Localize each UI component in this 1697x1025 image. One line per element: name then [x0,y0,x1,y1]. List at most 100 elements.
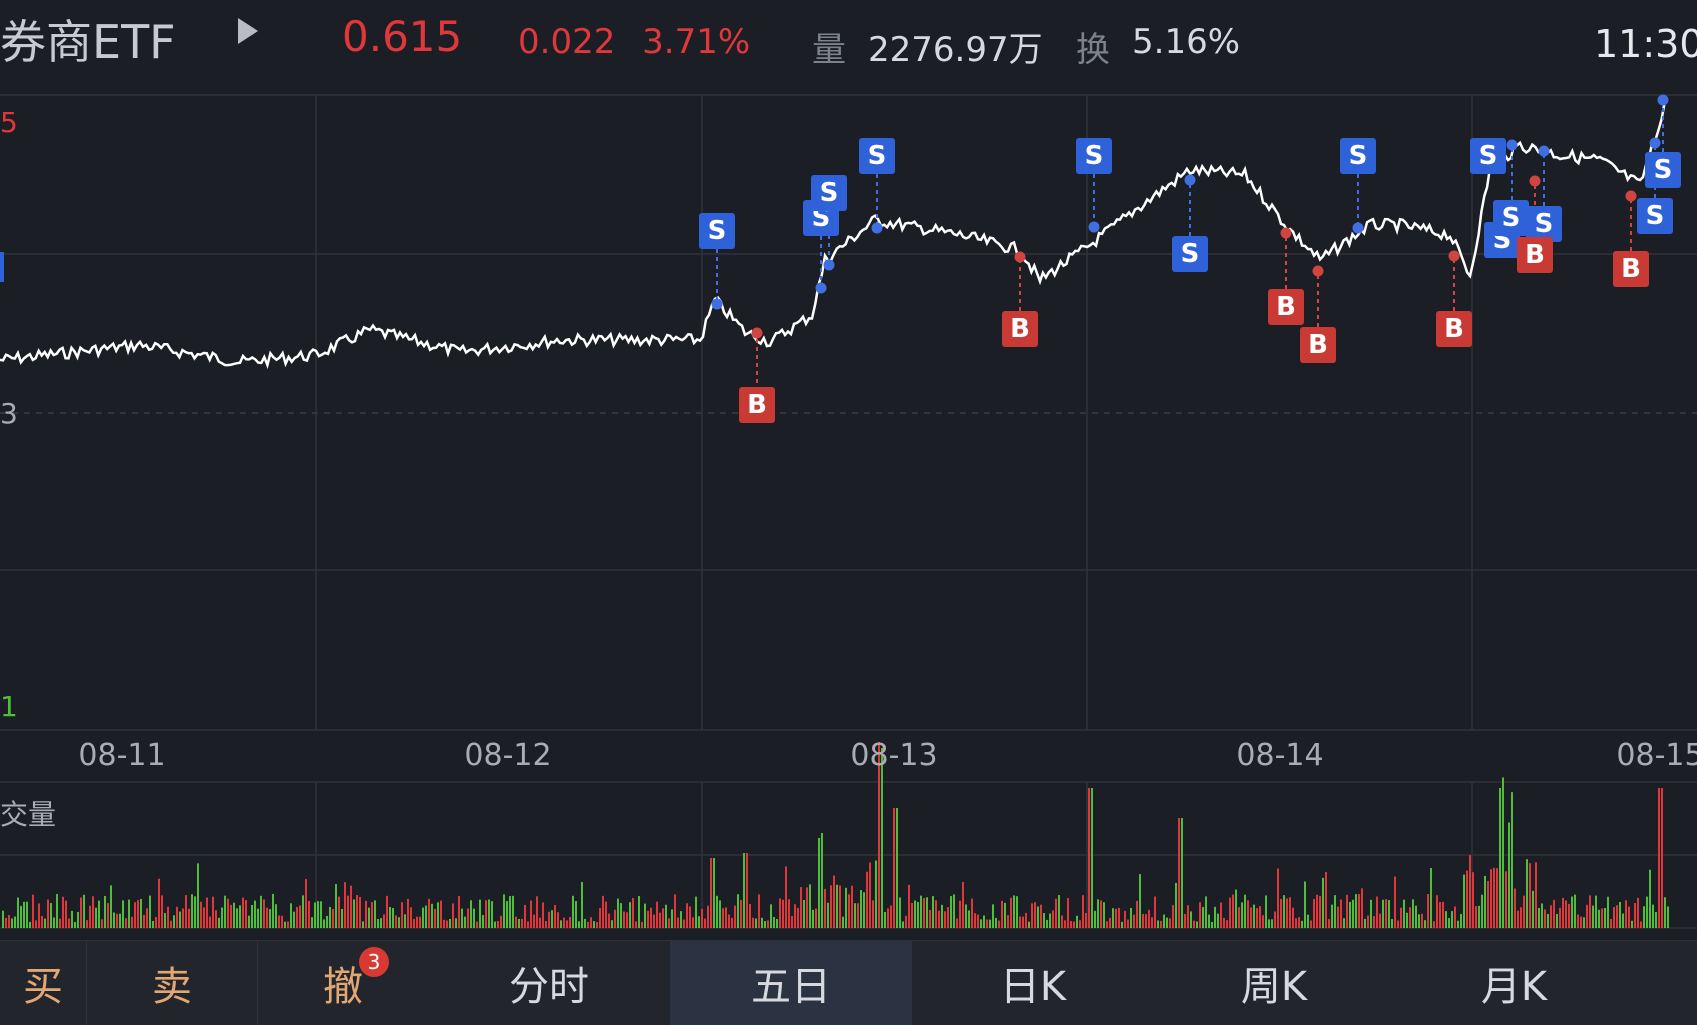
turnover-value: 5.16% [1132,22,1241,62]
volume-bar [113,912,115,928]
volume-bar [206,897,208,928]
sell-marker[interactable]: S [1526,206,1562,242]
volume-bar [1100,900,1102,928]
tab-monthly-k[interactable]: 月K [1480,964,1548,1010]
cancel-order-button[interactable]: 撤 [323,964,363,1010]
sell-marker[interactable]: S [859,138,895,174]
sell-marker[interactable]: S [1637,198,1673,234]
buy-marker[interactable]: B [1300,327,1336,363]
sell-marker[interactable]: S [1172,236,1208,272]
volume-bar [827,902,829,928]
sell-marker[interactable]: S [1470,138,1506,174]
volume-bar [1454,906,1456,928]
sell-button[interactable]: 卖 [152,964,192,1010]
volume-bar [605,901,607,928]
volume-bar [806,887,808,928]
volume-bar [269,909,271,928]
sell-marker[interactable]: S [1076,138,1112,174]
play-icon[interactable] [238,18,258,44]
volume-bar [44,918,46,928]
tab-intraday[interactable]: 分时 [509,964,589,1010]
volume-bar [977,914,979,928]
sell-marker[interactable]: S [699,213,735,249]
volume-bar [1475,906,1477,928]
sell-marker[interactable]: S [811,175,847,211]
volume-bar [854,903,856,928]
buy-marker[interactable]: B [1002,311,1038,347]
buy-marker[interactable]: B [1517,237,1553,273]
volume-bar [443,919,445,928]
tab-daily-k[interactable]: 日K [999,964,1067,1010]
volume-bar [281,915,283,928]
volume-bar [335,884,337,928]
volume-bar [437,902,439,928]
volume-bar [770,904,772,928]
volume-bar [554,905,556,928]
volume-bar [344,882,346,928]
volume-bar [533,914,535,928]
change-abs: 0.022 [518,22,616,62]
volume-bar [797,907,799,928]
volume-bar [1094,910,1096,928]
volume-bar [1295,918,1297,928]
date-label: 08-15 [1616,738,1697,773]
volume-bar [197,863,199,928]
volume-bar [1424,920,1426,928]
volume-bar [1601,908,1603,928]
tab-five-day[interactable]: 五日 [670,941,912,1025]
volume-bar [1160,920,1162,928]
volume-bar [182,908,184,928]
volume-bar [740,900,742,928]
volume-bar [491,901,493,928]
volume-bar [413,918,415,928]
volume-bar [1547,913,1549,928]
volume-bar [947,907,949,928]
volume-bar [398,917,400,928]
volume-bar [1388,900,1390,928]
volume-bar [473,908,475,928]
volume-bar [215,910,217,928]
volume-bar [290,903,292,928]
volume-bar [227,898,229,928]
volume-bar [365,900,367,928]
volume-bar [338,896,340,928]
volume-bar [1253,904,1255,928]
volume-bar [1130,907,1132,928]
volume-bar [1055,898,1057,928]
tab-weekly-k[interactable]: 周K [1240,964,1308,1010]
buy-marker[interactable]: B [1268,289,1304,325]
volume-bar [224,895,226,928]
sell-marker[interactable]: S [1340,138,1376,174]
price-change: 0.022 3.71% [518,22,750,62]
clock-time: 11:30 [1594,22,1697,66]
volume-bar [1355,894,1357,928]
volume-bar [722,908,724,928]
sell-marker[interactable]: S [1645,152,1681,188]
volume-bar [500,915,502,928]
volume-bar [686,903,688,928]
buy-marker[interactable]: B [1613,251,1649,287]
buy-marker[interactable]: B [739,387,775,423]
price-chart[interactable] [0,0,1697,940]
volume-bar [1403,899,1405,928]
volume-bar [710,858,712,928]
volume-bar [911,903,913,928]
volume-bar [1367,915,1369,928]
volume-bar [80,897,82,928]
buy-button[interactable]: 买 [23,964,63,1010]
instrument-title[interactable]: 券商ETF [0,15,176,69]
volume-bar [689,906,691,928]
sell-marker[interactable]: S [1493,200,1529,236]
volume-bar [11,918,13,928]
volume-bar [1457,920,1459,928]
volume-bar [1319,895,1321,928]
volume-bar [809,884,811,928]
volume-bar [1346,894,1348,928]
volume-bar [1520,907,1522,928]
volume-bar [272,893,274,928]
volume-bar [1508,822,1510,928]
volume-bar [377,918,379,928]
buy-marker[interactable]: B [1436,311,1472,347]
volume-bar [389,906,391,928]
volume-bar [1163,914,1165,928]
